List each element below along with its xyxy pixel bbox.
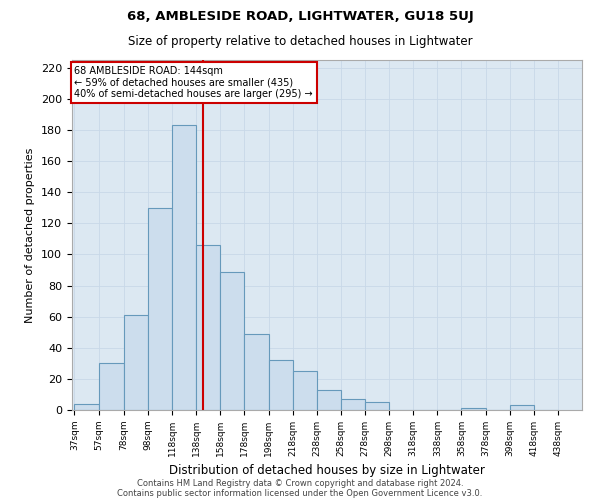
- Bar: [220, 272, 244, 410]
- Bar: [98, 364, 124, 410]
- Text: Contains public sector information licensed under the Open Government Licence v3: Contains public sector information licen…: [118, 488, 482, 498]
- Bar: [317, 390, 341, 410]
- Bar: [365, 402, 389, 410]
- Bar: [293, 371, 317, 410]
- Bar: [124, 315, 148, 410]
- Bar: [461, 408, 485, 410]
- Y-axis label: Number of detached properties: Number of detached properties: [25, 148, 35, 322]
- Text: Contains HM Land Registry data © Crown copyright and database right 2024.: Contains HM Land Registry data © Crown c…: [137, 478, 463, 488]
- Bar: [148, 208, 172, 410]
- Bar: [74, 404, 98, 410]
- Bar: [196, 245, 220, 410]
- X-axis label: Distribution of detached houses by size in Lightwater: Distribution of detached houses by size …: [169, 464, 485, 477]
- Bar: [269, 360, 293, 410]
- Bar: [172, 126, 196, 410]
- Bar: [509, 406, 534, 410]
- Text: Size of property relative to detached houses in Lightwater: Size of property relative to detached ho…: [128, 35, 472, 48]
- Bar: [244, 334, 269, 410]
- Text: 68 AMBLESIDE ROAD: 144sqm
← 59% of detached houses are smaller (435)
40% of semi: 68 AMBLESIDE ROAD: 144sqm ← 59% of detac…: [74, 66, 313, 100]
- Text: 68, AMBLESIDE ROAD, LIGHTWATER, GU18 5UJ: 68, AMBLESIDE ROAD, LIGHTWATER, GU18 5UJ: [127, 10, 473, 23]
- Bar: [341, 399, 365, 410]
